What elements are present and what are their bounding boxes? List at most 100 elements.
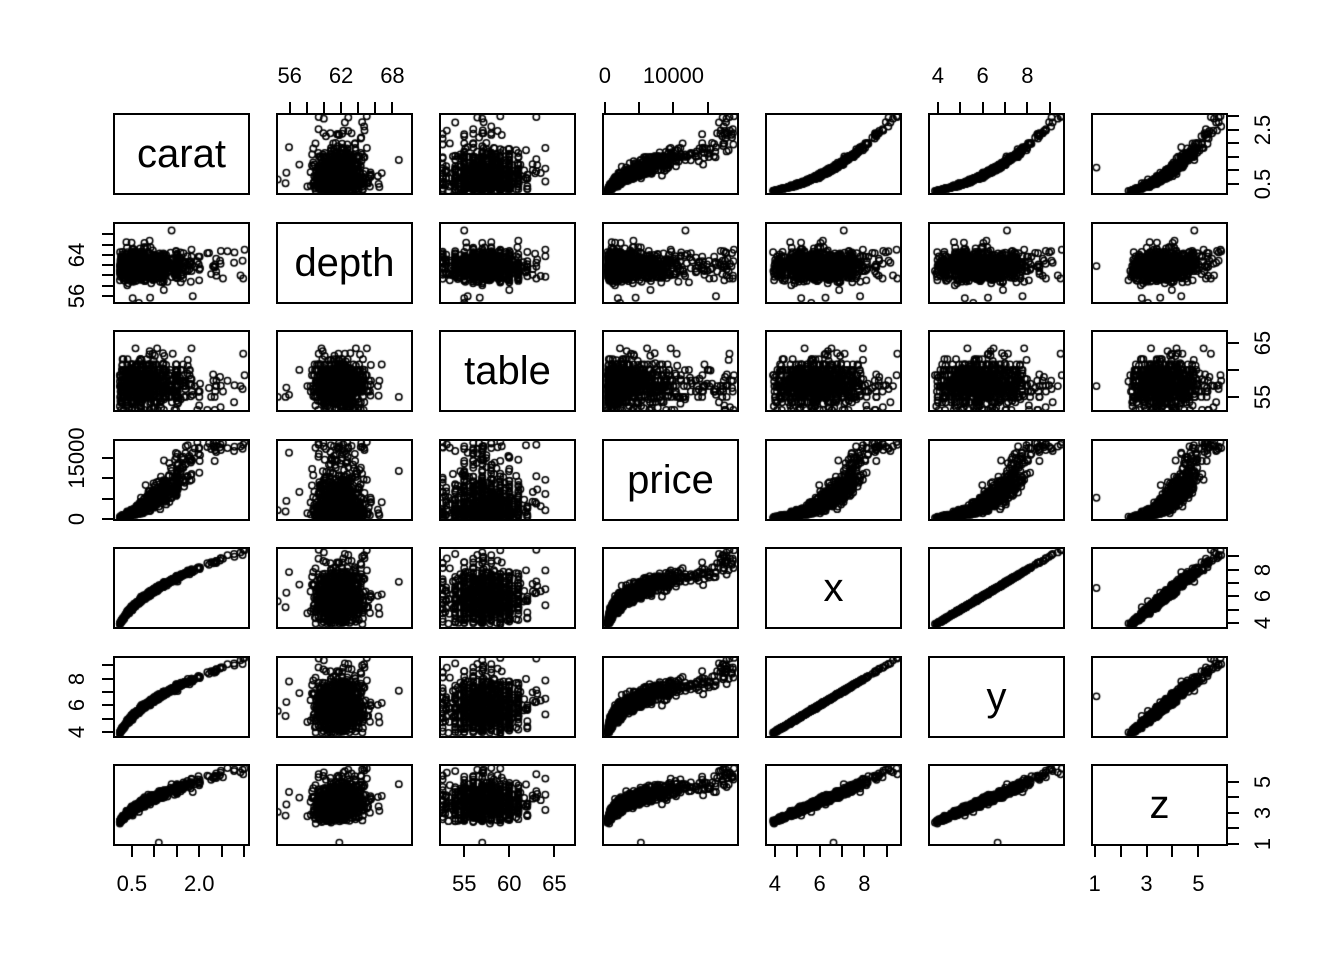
axis-tick-label: 0.5 [1250, 168, 1275, 199]
axis-tick [198, 846, 201, 857]
axis-tick [1228, 341, 1239, 344]
scatter-points-canvas [276, 330, 413, 412]
scatter-points-canvas [602, 656, 739, 738]
axis-tick-label: 6 [1250, 590, 1275, 603]
scatter-panel-x-vs-price [765, 439, 902, 521]
scatter-panel-table-vs-y [439, 656, 576, 738]
axis-tick [1228, 622, 1239, 625]
axis-tick [553, 846, 556, 857]
axis-tick [102, 456, 113, 459]
axis-tick [220, 846, 223, 857]
diag-panel-y: y [928, 656, 1065, 738]
scatter-points-canvas [1091, 547, 1228, 629]
scatter-points-canvas [113, 330, 250, 412]
axis-tick [1228, 581, 1239, 584]
scatter-panel-carat-vs-z [113, 764, 250, 846]
scatter-panel-price-vs-z [602, 764, 739, 846]
axis-tick [796, 846, 799, 857]
axis-tick [863, 846, 866, 857]
axis-tick [1228, 142, 1239, 145]
axis-tick [102, 233, 113, 236]
scatter-points-canvas [1091, 330, 1228, 412]
scatter-panel-depth-vs-z [276, 764, 413, 846]
scatter-panel-depth-vs-x [276, 547, 413, 629]
axis-tick [981, 102, 984, 113]
axis-tick-label: 1 [1088, 871, 1101, 896]
scatter-panel-table-vs-x [439, 547, 576, 629]
scatter-points-canvas [765, 222, 902, 304]
scatter-panel-z-vs-table [1091, 330, 1228, 412]
axis-tick [1228, 155, 1239, 158]
scatter-points-canvas [276, 547, 413, 629]
axis-tick [391, 102, 394, 113]
axis-tick-label: 15000 [64, 427, 89, 489]
axis-tick [508, 846, 511, 857]
scatter-panel-depth-vs-y [276, 656, 413, 738]
axis-tick-label: 3 [1250, 806, 1275, 819]
scatter-points-canvas [113, 656, 250, 738]
scatter-points-canvas [439, 113, 576, 195]
axis-tick-label: 4 [931, 63, 944, 88]
axis-tick [1228, 811, 1239, 814]
axis-tick-label: 55 [1250, 384, 1275, 410]
axis-tick [885, 846, 888, 857]
diag-panel-x: x [765, 547, 902, 629]
scatter-points-canvas [439, 222, 576, 304]
scatter-panel-table-vs-carat [439, 113, 576, 195]
axis-tick [1026, 102, 1029, 113]
axis-tick [1228, 368, 1239, 371]
scatter-panel-y-vs-carat [928, 113, 1065, 195]
scatter-points-canvas [602, 547, 739, 629]
scatter-panel-y-vs-price [928, 439, 1065, 521]
scatter-panel-price-vs-depth [602, 222, 739, 304]
axis-tick [959, 102, 962, 113]
axis-tick [288, 102, 291, 113]
axis-tick-label: 6 [64, 699, 89, 712]
scatter-points-canvas [928, 330, 1065, 412]
axis-tick [1197, 846, 1200, 857]
axis-tick [1048, 102, 1051, 113]
axis-tick [1228, 182, 1239, 185]
axis-tick [102, 704, 113, 707]
axis-tick-label: 68 [380, 63, 405, 88]
axis-tick [1145, 846, 1148, 857]
scatter-points-canvas [602, 113, 739, 195]
scatter-points-canvas [1091, 222, 1228, 304]
scatter-points-canvas [765, 330, 902, 412]
axis-tick [243, 846, 246, 857]
axis-tick [1228, 555, 1239, 558]
scatter-panel-z-vs-depth [1091, 222, 1228, 304]
axis-tick [1228, 608, 1239, 611]
axis-tick [706, 102, 709, 113]
axis-tick-label: 8 [1021, 63, 1034, 88]
axis-tick [102, 253, 113, 256]
scatter-points-canvas [928, 113, 1065, 195]
axis-tick [1228, 128, 1239, 131]
scatter-panel-z-vs-y [1091, 656, 1228, 738]
diag-label-z: z [1149, 783, 1170, 827]
axis-tick-label: 60 [497, 871, 522, 896]
scatter-panel-z-vs-price [1091, 439, 1228, 521]
scatter-points-canvas [439, 764, 576, 846]
axis-tick [102, 477, 113, 480]
scatter-panel-y-vs-x [928, 547, 1065, 629]
diag-panel-carat: carat [113, 113, 250, 195]
scatter-points-canvas [113, 439, 250, 521]
scatter-panel-carat-vs-y [113, 656, 250, 738]
axis-tick [1228, 169, 1239, 172]
scatter-panel-y-vs-table [928, 330, 1065, 412]
axis-tick-label: 0.5 [116, 871, 148, 896]
axis-tick-label: 64 [64, 242, 89, 268]
axis-tick-label: 1 [1250, 837, 1275, 850]
axis-tick [102, 677, 113, 680]
scatter-panel-x-vs-z [765, 764, 902, 846]
diag-label-price: price [627, 458, 714, 502]
axis-tick-label: 4 [64, 725, 89, 739]
axis-tick [1228, 842, 1239, 845]
axis-tick-label: 10000 [642, 63, 705, 88]
scatter-panel-z-vs-x [1091, 547, 1228, 629]
scatter-panel-table-vs-price [439, 439, 576, 521]
diag-label-y: y [986, 675, 1007, 719]
axis-tick [175, 846, 178, 857]
axis-tick [357, 102, 360, 113]
